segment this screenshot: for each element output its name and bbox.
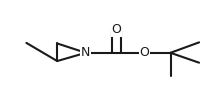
Text: O: O	[139, 46, 149, 59]
Text: N: N	[81, 46, 90, 59]
Text: O: O	[112, 23, 121, 36]
